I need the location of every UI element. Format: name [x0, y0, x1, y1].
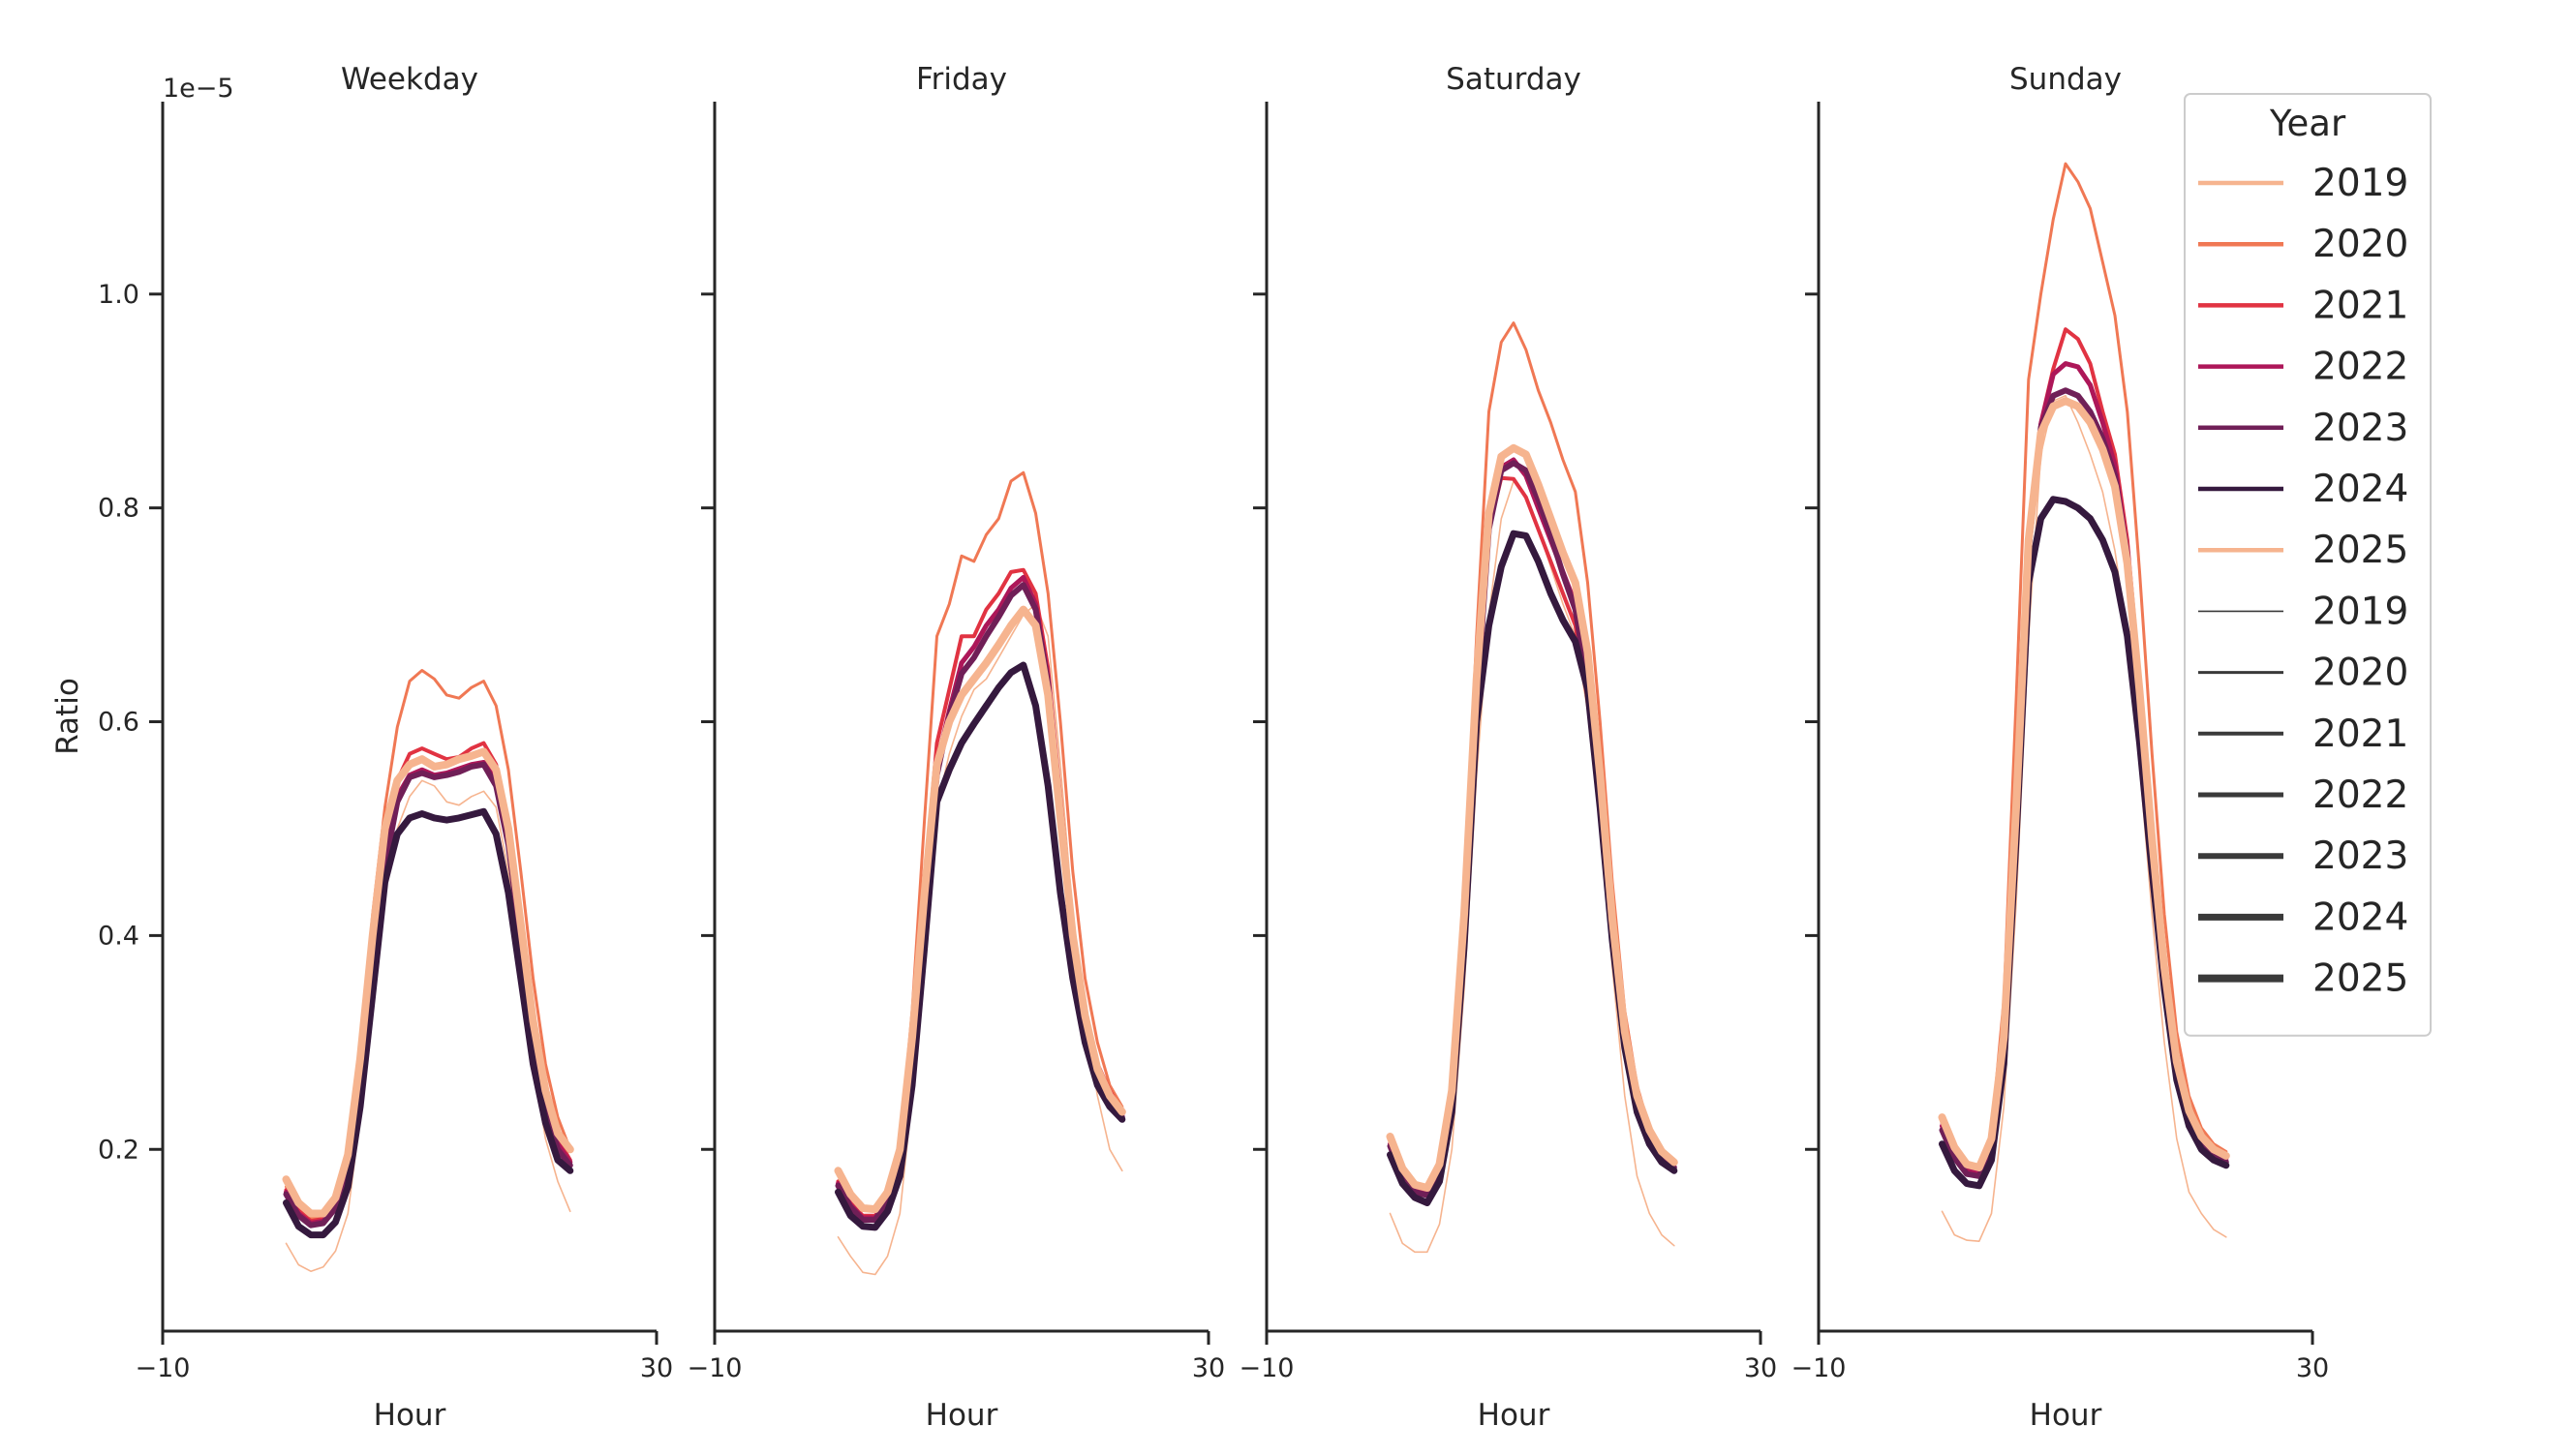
panel-sunday: Sunday −10 30 Hour	[1791, 62, 2330, 1433]
panel-weekday: Weekday 0.2 0.4 0.6 0.8 1.0 −10 30 Hour	[98, 62, 673, 1433]
series-line-2020	[837, 470, 1124, 1210]
panel-title: Weekday	[341, 62, 478, 97]
x-tick-label: 30	[640, 1353, 673, 1383]
series-group	[834, 470, 1126, 1276]
series-group	[1386, 321, 1678, 1254]
series-line-2025	[834, 605, 1126, 1214]
legend-label: 2021	[2312, 713, 2408, 756]
legend-label: 2025	[2312, 529, 2408, 572]
legend-title: Year	[2269, 103, 2346, 144]
legend-label: 2022	[2312, 346, 2408, 389]
series-line-2024	[1387, 530, 1678, 1206]
series-line-2022	[1940, 361, 2229, 1176]
y-tick-label: 0.8	[98, 494, 139, 524]
legend-label: 2024	[2312, 895, 2408, 939]
legend-label: 2023	[2312, 407, 2408, 450]
y-tick-label: 0.6	[98, 708, 139, 738]
y-tick-label: 0.2	[98, 1135, 139, 1165]
panel-friday: Friday −10 30 Hour	[688, 62, 1226, 1433]
panel-title: Sunday	[2009, 62, 2122, 97]
x-axis-label: Hour	[374, 1398, 446, 1433]
x-tick-label: 30	[2296, 1353, 2329, 1383]
series-line-2023	[835, 582, 1125, 1224]
y-offset-label: 1e−5	[163, 74, 234, 104]
x-tick-label: −10	[688, 1353, 743, 1383]
series-line-2024	[283, 807, 574, 1239]
x-tick-label: −10	[1240, 1353, 1295, 1383]
series-line-2021	[1940, 327, 2228, 1173]
series-line-2019	[1389, 480, 1675, 1254]
legend-label: 2024	[2312, 468, 2408, 511]
series-line-2024	[835, 661, 1126, 1231]
panel-title: Saturday	[1446, 62, 1581, 97]
x-tick-label: −10	[1791, 1353, 1847, 1383]
series-line-2020	[1941, 162, 2228, 1168]
series-line-2025	[1386, 443, 1678, 1192]
y-axis-label: Ratio	[50, 678, 85, 755]
x-tick-label: −10	[136, 1353, 191, 1383]
panel-saturday: Saturday −10 30 Hour	[1240, 62, 1778, 1433]
legend-label: 2020	[2312, 652, 2408, 695]
legend-frame	[2184, 93, 2432, 1037]
series-group	[282, 669, 574, 1272]
series-line-2024	[1939, 496, 2230, 1190]
legend-label: 2021	[2312, 284, 2408, 327]
series-line-2019	[1941, 394, 2227, 1242]
series-line-2025	[1938, 397, 2230, 1171]
legend-label: 2019	[2312, 590, 2408, 633]
legend-label: 2020	[2312, 223, 2408, 266]
x-tick-label: 30	[1192, 1353, 1225, 1383]
x-axis-label: Hour	[1478, 1398, 1550, 1433]
legend: Year 2019 2020 2021 2022 2023 2024 2025 2019 2020…	[2184, 93, 2432, 1037]
series-line-2023	[1939, 387, 2229, 1179]
y-tick-label: 1.0	[98, 280, 139, 310]
x-tick-label: 30	[1744, 1353, 1777, 1383]
legend-label: 2019	[2312, 162, 2408, 205]
panels-layer: Weekday 0.2 0.4 0.6 0.8 1.0 −10 30 Hour Friday −10…	[50, 62, 2329, 1433]
legend-label: 2025	[2312, 957, 2408, 1001]
series-line-2025	[282, 747, 574, 1218]
x-axis-label: Hour	[926, 1398, 998, 1433]
y-tick-label: 0.4	[98, 921, 139, 951]
panel-title: Friday	[916, 62, 1007, 97]
series-group	[1938, 162, 2230, 1242]
legend-label: 2023	[2312, 834, 2408, 878]
legend-label: 2022	[2312, 774, 2408, 817]
x-axis-label: Hour	[2030, 1398, 2102, 1433]
